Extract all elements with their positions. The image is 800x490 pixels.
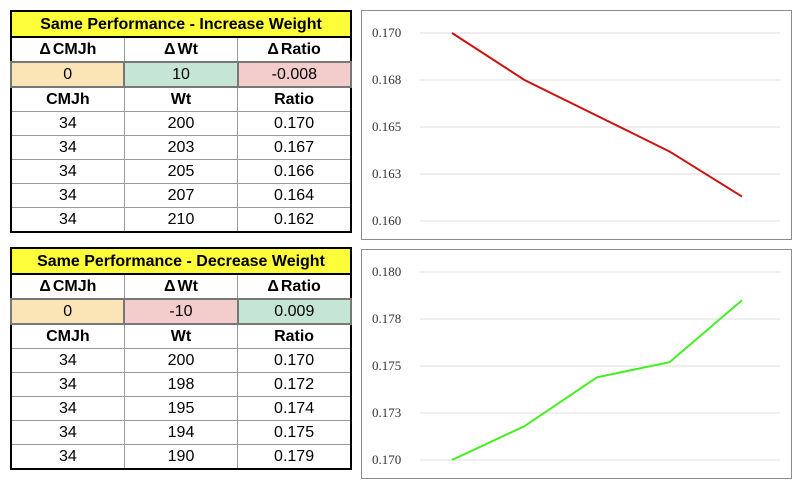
table-row: 34 205 0.166 (10, 159, 352, 184)
delta-wt-value: -10 (123, 298, 239, 325)
y-tick-label: 0.168 (372, 72, 401, 87)
table-row: 34 203 0.167 (10, 135, 352, 160)
table-row: 34 190 0.179 (10, 444, 352, 470)
y-tick-label: 0.175 (372, 358, 401, 373)
y-tick-label: 0.170 (372, 452, 401, 467)
y-tick-label: 0.178 (372, 311, 401, 326)
table-row: 34 195 0.174 (10, 396, 352, 421)
delta-cmjh-value: 0 (9, 298, 126, 325)
y-tick-label: 0.173 (372, 405, 401, 420)
y-tick-label: 0.165 (372, 119, 401, 134)
decrease-weight-table: Same Performance - Decrease Weight Δ CMJh… (9, 247, 353, 470)
series-line (451, 32, 743, 198)
table-title: Same Performance - Increase Weight (10, 10, 352, 38)
delta-ratio-value: -0.008 (236, 61, 353, 88)
y-tick-label: 0.180 (372, 264, 401, 279)
increase-weight-table: Same Performance - Increase Weight Δ CMJh… (9, 10, 353, 233)
table-row: 34 194 0.175 (10, 420, 352, 445)
table-row: 34 210 0.162 (10, 207, 352, 233)
column-header-cmjh: CMJh (10, 86, 125, 112)
column-header-cmjh: CMJh (10, 323, 125, 349)
table-row: 34 207 0.164 (10, 183, 352, 208)
table-row: 34 200 0.170 (10, 111, 352, 136)
delta-header-ratio: Δ Ratio (237, 273, 352, 300)
delta-header-wt: Δ Wt (123, 36, 239, 63)
chart-svg: 0.170 0.168 0.165 0.163 0.160 (372, 25, 780, 228)
decrease-weight-ratio-chart: 0.180 0.178 0.175 0.173 0.170 (361, 249, 792, 479)
table-row: 34 198 0.172 (10, 372, 352, 397)
delta-header-ratio: Δ Ratio (237, 36, 352, 63)
delta-header-cmjh: Δ CMJh (10, 273, 125, 300)
delta-cmjh-value: 0 (9, 61, 126, 88)
increase-weight-ratio-chart: 0.170 0.168 0.165 0.163 0.160 (361, 10, 792, 240)
chart-svg: 0.180 0.178 0.175 0.173 0.170 (372, 264, 780, 467)
table-row: 34 200 0.170 (10, 348, 352, 373)
y-tick-label: 0.170 (372, 25, 401, 40)
delta-header-wt: Δ Wt (123, 273, 239, 300)
delta-wt-value: 10 (123, 61, 239, 88)
delta-ratio-value: 0.009 (236, 298, 353, 325)
y-tick-label: 0.160 (372, 213, 401, 228)
column-header-wt: Wt (123, 86, 239, 112)
column-header-wt: Wt (123, 323, 239, 349)
delta-header-cmjh: Δ CMJh (10, 36, 125, 63)
table-title: Same Performance - Decrease Weight (10, 247, 352, 275)
series-line (451, 299, 743, 461)
y-tick-label: 0.163 (372, 166, 401, 181)
column-header-ratio: Ratio (237, 86, 352, 112)
column-header-ratio: Ratio (237, 323, 352, 349)
